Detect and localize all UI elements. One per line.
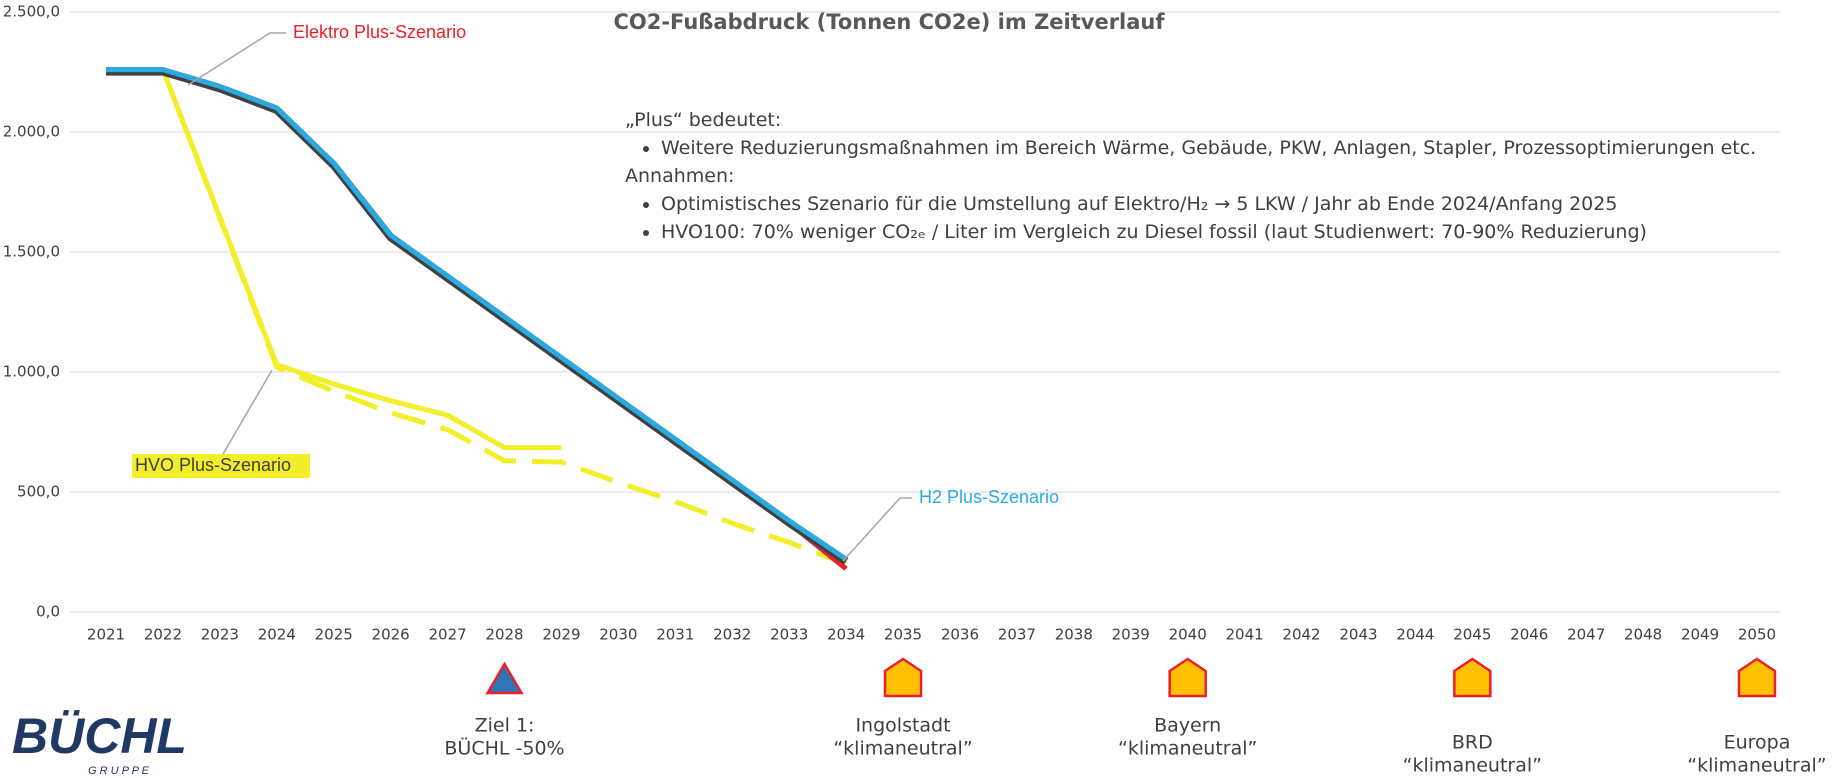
y-tick-label: 2.000,0 <box>3 123 60 141</box>
notes-list: Optimistisches Szenario für die Umstellu… <box>625 190 1785 246</box>
logo-name: BÜCHL <box>12 708 187 764</box>
y-tick-label: 1.500,0 <box>3 243 60 261</box>
milestone-label: BÜCHL -50% <box>444 737 564 760</box>
x-tick-label: 2028 <box>485 626 523 644</box>
x-tick-label: 2047 <box>1567 626 1605 644</box>
notes-item: HVO100: 70% weniger CO₂ₑ / Liter im Verg… <box>661 218 1785 246</box>
x-tick-label: 2034 <box>827 626 865 644</box>
x-tick-label: 2050 <box>1738 626 1776 644</box>
x-tick-label: 2021 <box>87 626 125 644</box>
x-tick-label: 2023 <box>201 626 239 644</box>
notes: „Plus“ bedeutet: Weitere Reduzierungsmaß… <box>625 106 1785 246</box>
milestone-label: “klimaneutral” <box>1118 738 1257 760</box>
line <box>106 67 848 562</box>
x-tick-label: 2043 <box>1339 626 1377 644</box>
leader-line <box>222 369 273 455</box>
x-tick-label: 2029 <box>542 626 580 644</box>
logo-sub: G R U P P E <box>88 765 150 777</box>
y-tick-label: 2.500,0 <box>3 3 60 21</box>
x-tick-label: 2045 <box>1453 626 1491 644</box>
notes-list: Weitere Reduzierungsmaßnahmen im Bereich… <box>625 134 1785 162</box>
milestone-label: Ziel 1: <box>475 715 535 737</box>
chart-title: CO2-Fußabdruck (Tonnen CO2e) im Zeitverl… <box>613 10 1165 34</box>
x-tick-label: 2040 <box>1169 626 1207 644</box>
line <box>106 67 847 567</box>
series-label: H2 Plus-Szenario <box>919 487 1059 507</box>
notes-heading: Annahmen: <box>625 165 735 187</box>
milestone-marker <box>883 657 923 698</box>
x-tick-label: 2033 <box>770 626 808 644</box>
notes-item: Weitere Reduzierungsmaßnahmen im Bereich… <box>661 134 1785 162</box>
x-tick-label: 2025 <box>315 626 353 644</box>
milestone-label: BRD <box>1452 732 1493 754</box>
milestone-marker <box>1737 657 1777 698</box>
x-tick-label: 2048 <box>1624 626 1662 644</box>
x-tick-label: 2044 <box>1396 626 1434 644</box>
notes-heading: „Plus“ bedeutet: <box>625 109 782 131</box>
leader-line <box>842 497 912 562</box>
milestone-label: Europa <box>1724 732 1791 754</box>
x-tick-label: 2049 <box>1681 626 1719 644</box>
x-tick-label: 2038 <box>1055 626 1093 644</box>
x-tick-label: 2026 <box>372 626 410 644</box>
x-tick-label: 2031 <box>656 626 694 644</box>
x-tick-label: 2037 <box>998 626 1036 644</box>
x-tick-label: 2022 <box>144 626 182 644</box>
series-label: Elektro Plus-Szenario <box>293 22 466 42</box>
milestone-label: “klimaneutral” <box>1403 755 1542 777</box>
milestone-label: Bayern <box>1154 715 1221 737</box>
x-tick-label: 2032 <box>713 626 751 644</box>
milestone-marker <box>485 661 524 695</box>
x-tick-label: 2035 <box>884 626 922 644</box>
line <box>106 67 562 451</box>
x-tick-label: 2030 <box>599 626 637 644</box>
x-tick-label: 2039 <box>1112 626 1150 644</box>
y-tick-label: 0,0 <box>36 603 60 621</box>
y-tick-label: 1.000,0 <box>3 363 60 381</box>
x-tick-label: 2036 <box>941 626 979 644</box>
label-background <box>132 454 310 478</box>
x-tick-label: 2027 <box>428 626 466 644</box>
milestone-label: “klimaneutral” <box>1687 755 1826 777</box>
series-label: HVO Plus-Szenario <box>135 455 291 475</box>
x-tick-label: 2042 <box>1282 626 1320 644</box>
x-tick-label: 2046 <box>1510 626 1548 644</box>
notes-item: Optimistisches Szenario für die Umstellu… <box>661 190 1785 218</box>
y-tick-label: 500,0 <box>17 483 60 501</box>
x-tick-label: 2024 <box>258 626 296 644</box>
milestone-label: “klimaneutral” <box>833 738 972 760</box>
milestone-label: Ingolstadt <box>855 715 950 737</box>
milestone-marker <box>1168 657 1207 698</box>
x-tick-label: 2041 <box>1226 626 1264 644</box>
milestone-marker <box>1453 657 1492 698</box>
leader-line <box>187 32 286 86</box>
